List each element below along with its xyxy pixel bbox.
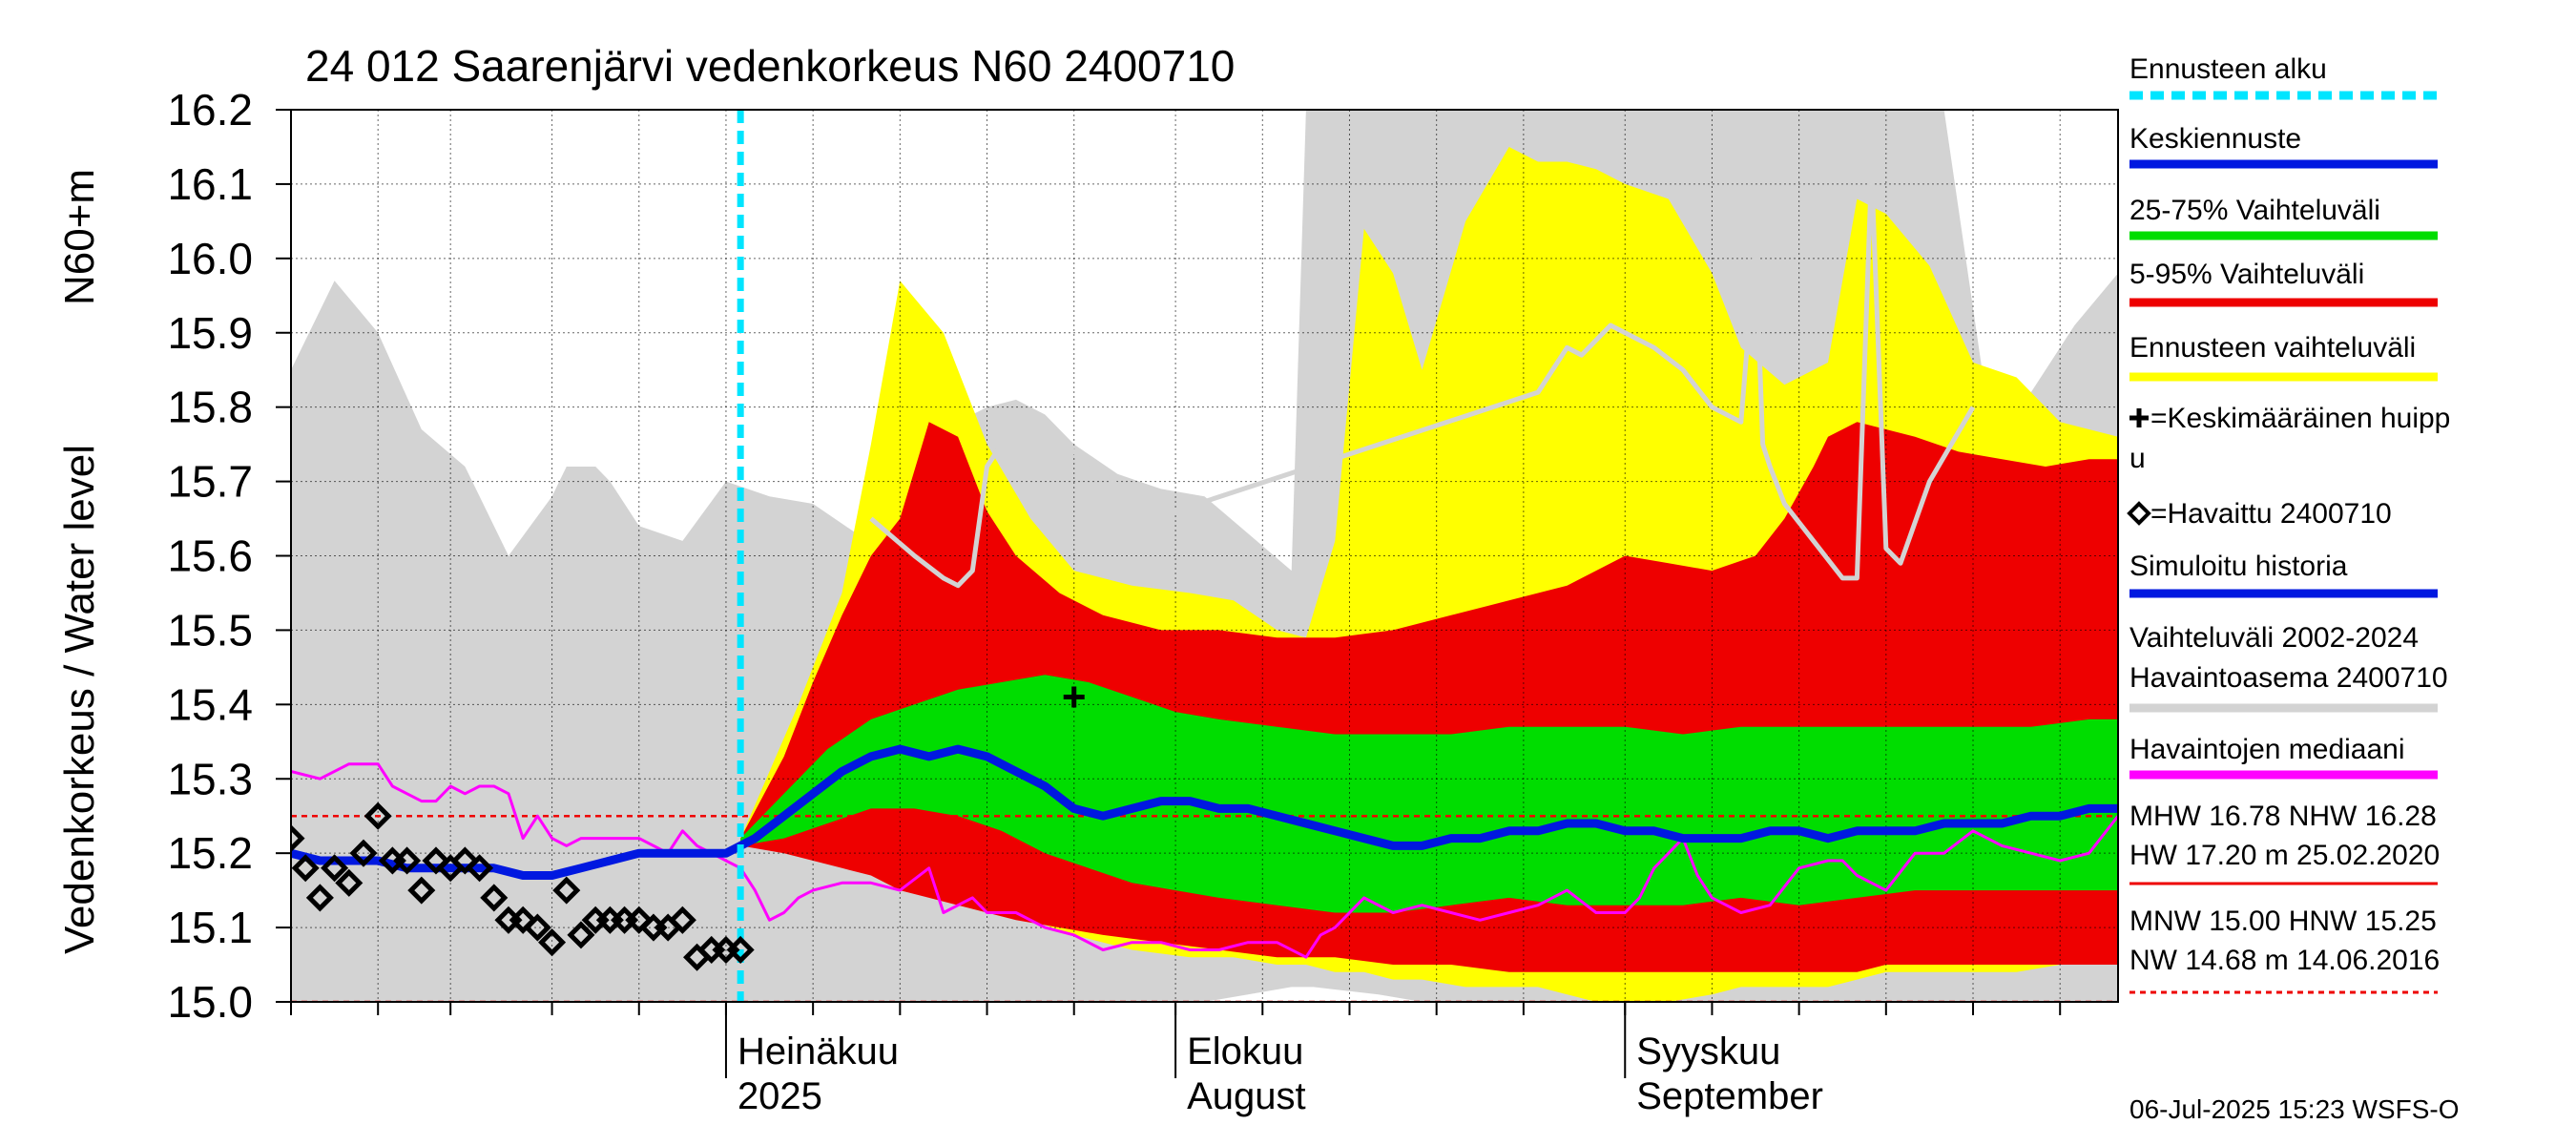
- chart-title: 24 012 Saarenjärvi vedenkorkeus N60 2400…: [305, 41, 1235, 91]
- legend-item-obs: =Havaittu 2400710: [2127, 498, 2392, 530]
- legend-label: =Keskimääräinen huipp: [2150, 403, 2450, 434]
- observed-point: [349, 839, 378, 867]
- median-line: [291, 762, 2118, 959]
- legend-plus-icon: [2129, 408, 2149, 427]
- y-tick-label: 15.9: [167, 308, 253, 358]
- y-tick-label: 15.6: [167, 531, 253, 581]
- mean-forecast-line: [291, 744, 2118, 880]
- p25-75-band: [740, 675, 2118, 913]
- y-axis-label-main: Vedenkorkeus / Water level: [56, 445, 103, 954]
- plot-area: [291, 110, 2118, 1002]
- month-label-sub: 2025: [737, 1075, 822, 1117]
- legend-label: Keskiennuste: [2129, 123, 2301, 155]
- legend-label: Ennusteen alku: [2129, 53, 2327, 85]
- y-tick-label: 15.1: [167, 903, 253, 952]
- stats-line-4: NW 14.68 m 14.06.2016: [2129, 945, 2440, 976]
- legend-item-range: Ennusteen vaihteluväli: [2129, 332, 2438, 382]
- stats-line-2: HW 17.20 m 25.02.2020: [2129, 840, 2440, 871]
- legend-diamond-icon: [2127, 501, 2151, 526]
- legend-label: Simuloitu historia: [2129, 551, 2348, 582]
- legend-item-mean: Keskiennuste: [2129, 123, 2438, 169]
- observed-point: [393, 846, 422, 875]
- legend-label: 25-75% Vaihteluväli: [2129, 195, 2380, 226]
- axes: 15.0 15.1 15.2 15.3 15.4 15.5 15.6 15.7 15.8 15.9…: [167, 85, 2062, 1117]
- history-mean-line: [869, 166, 1976, 589]
- month-label: Syyskuu: [1636, 1030, 1780, 1072]
- observed-point: [335, 868, 364, 897]
- observed-point: [321, 854, 349, 883]
- average-peak-marker: [1063, 686, 1085, 708]
- y-tick-label: 15.4: [167, 679, 253, 729]
- legend-item-p25_75: 25-75% Vaihteluväli: [2129, 195, 2438, 240]
- legend-item-median: Havaintojen mediaani: [2129, 734, 2438, 780]
- y-tick-label: 16.1: [167, 159, 253, 209]
- observed-point: [552, 876, 581, 905]
- legend-label-2: Havaintoasema 2400710: [2129, 662, 2448, 694]
- observed-point: [422, 846, 450, 875]
- y-tick-label: 15.2: [167, 828, 253, 878]
- legend-label: Ennusteen vaihteluväli: [2129, 332, 2416, 364]
- observed-point: [466, 854, 494, 883]
- legend-item-p5_95: 5-95% Vaihteluväli: [2129, 259, 2438, 307]
- stats-line-1: MHW 16.78 NHW 16.28: [2129, 801, 2437, 832]
- legend-label: 5-95% Vaihteluväli: [2129, 259, 2364, 290]
- month-label-sub: August: [1187, 1075, 1306, 1117]
- legend: Ennusteen alku Keskiennuste 25-75% Vaihtel…: [2127, 53, 2450, 780]
- legend-label: Vaihteluväli 2002-2024: [2129, 622, 2419, 654]
- y-tick-label: 16.0: [167, 234, 253, 283]
- legend-item-start: Ennusteen alku: [2129, 53, 2438, 100]
- month-label: Elokuu: [1187, 1030, 1303, 1072]
- observed-point: [291, 854, 320, 883]
- observed-point: [407, 876, 436, 905]
- observed-point: [450, 846, 479, 875]
- legend-item-sim: Simuloitu historia: [2129, 551, 2438, 598]
- observed-point: [480, 884, 509, 912]
- month-label: Heinäkuu: [737, 1030, 899, 1072]
- stats-block: MHW 16.78 NHW 16.28 HW 17.20 m 25.02.202…: [2129, 801, 2440, 994]
- observed-point: [509, 906, 537, 934]
- y-tick-label: 15.5: [167, 605, 253, 655]
- footer-timestamp: 06-Jul-2025 15:23 WSFS-O: [2129, 1094, 2460, 1124]
- y-tick-label: 15.3: [167, 754, 253, 803]
- y-tick-label: 16.2: [167, 85, 253, 135]
- observed-point: [625, 906, 654, 934]
- legend-label-wrap: u: [2129, 443, 2146, 474]
- legend-item-hist: Vaihteluväli 2002-2024 Havaintoasema 240…: [2129, 622, 2448, 713]
- legend-label: =Havaittu 2400710: [2150, 498, 2392, 530]
- y-tick-label: 15.0: [167, 977, 253, 1027]
- month-label-sub: September: [1636, 1075, 1823, 1117]
- y-axis-label-unit: N60+m: [56, 169, 103, 305]
- observed-point: [523, 913, 551, 942]
- observed-point: [726, 935, 755, 964]
- y-tick-label: 15.7: [167, 457, 253, 507]
- observed-point: [668, 906, 696, 934]
- observed-point: [291, 824, 305, 853]
- observed-point: [305, 884, 334, 912]
- observed-point: [364, 802, 392, 830]
- y-tick-label: 15.8: [167, 383, 253, 432]
- observed-point: [538, 928, 567, 957]
- legend-label: Havaintojen mediaani: [2129, 734, 2405, 765]
- stats-line-3: MNW 15.00 HNW 15.25: [2129, 906, 2437, 937]
- observed-point: [567, 921, 595, 949]
